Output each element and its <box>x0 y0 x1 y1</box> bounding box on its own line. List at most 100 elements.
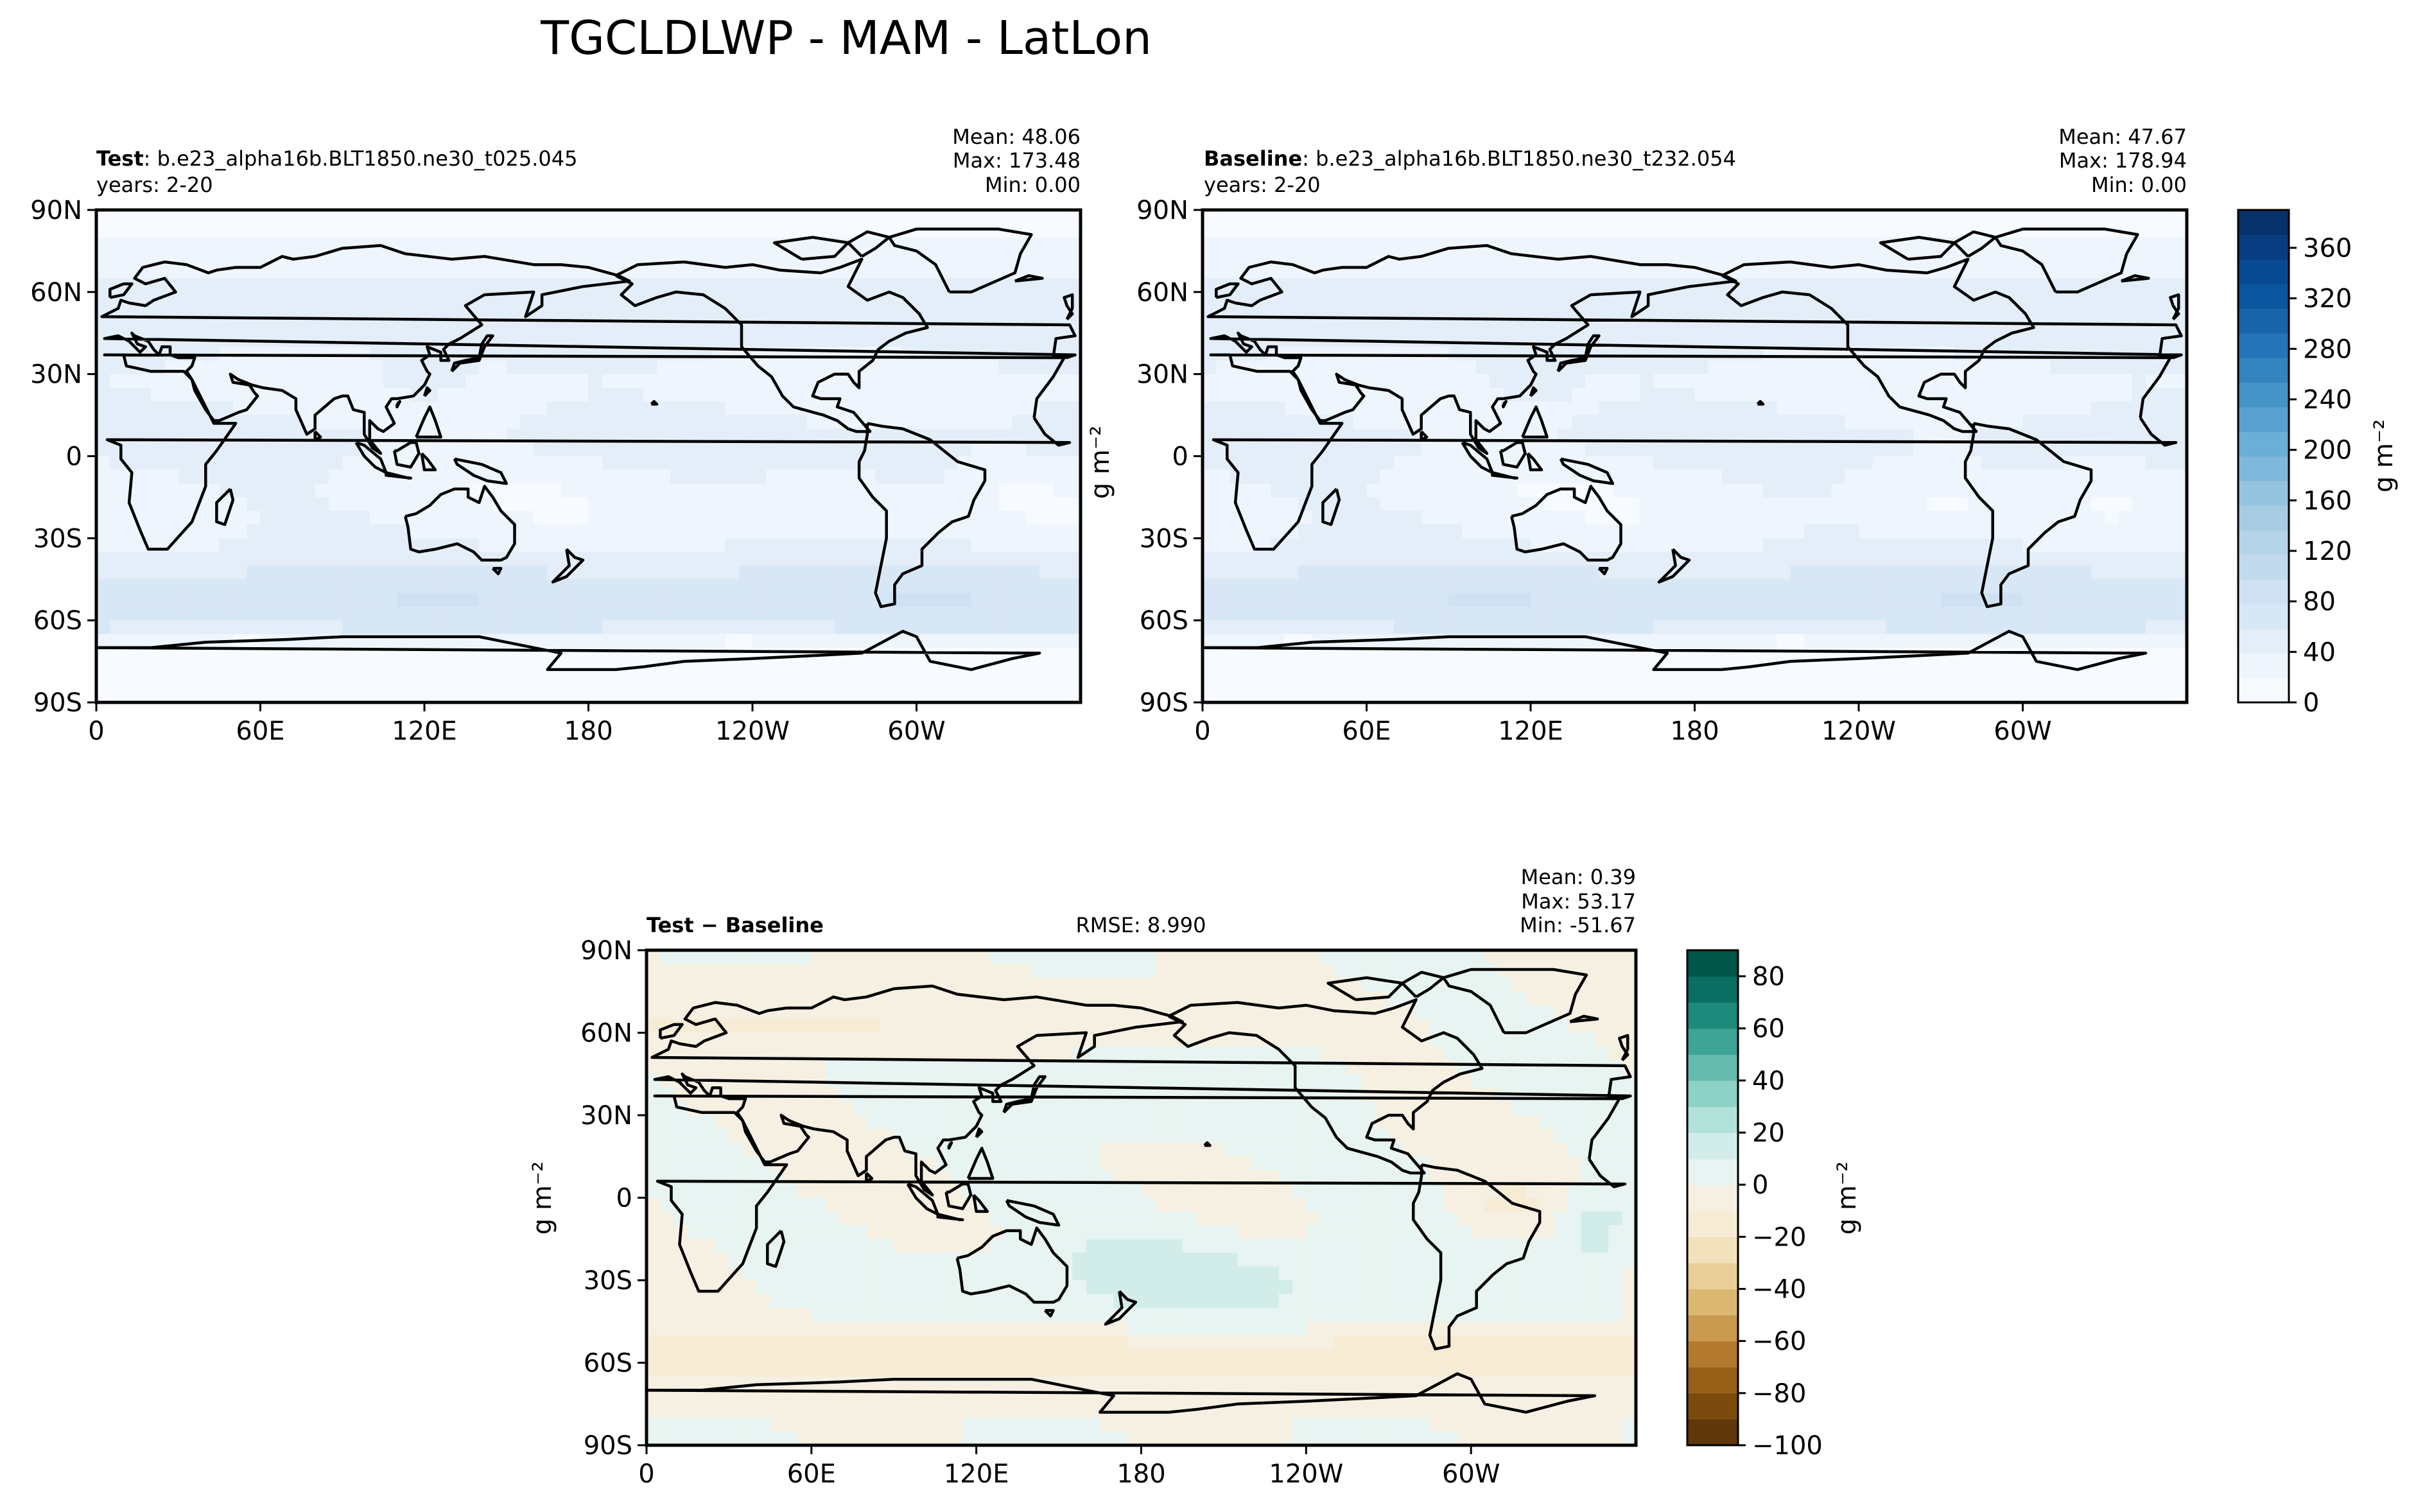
test-field-cell <box>779 538 794 553</box>
test-field-cell <box>916 497 931 512</box>
baseline-field-cell <box>1694 497 1709 512</box>
test-field-cell <box>492 237 507 252</box>
baseline-field-cell <box>1803 374 1818 388</box>
test-field-cell <box>438 497 453 512</box>
test-field-cell <box>643 538 657 553</box>
baseline-field-cell <box>2118 538 2133 553</box>
test-field-cell <box>1066 388 1081 402</box>
baseline-field-cell <box>1475 319 1490 334</box>
baseline-field-cell <box>1735 250 1750 265</box>
test-field-cell <box>957 319 972 334</box>
test-field-cell <box>821 428 835 443</box>
baseline-field-cell <box>2050 360 2065 375</box>
baseline-field-cell <box>1831 634 1846 648</box>
baseline-field-cell <box>1626 565 1640 580</box>
test-field-cell <box>506 223 521 238</box>
test-field-cell <box>438 661 453 676</box>
baseline-field-cell <box>2009 388 2024 402</box>
baseline-field-cell <box>1394 606 1409 621</box>
test-field-cell <box>260 278 275 293</box>
test-field-cell <box>930 552 944 566</box>
baseline-field-cell <box>1339 497 1353 512</box>
baseline-field-cell <box>2105 360 2119 375</box>
baseline-field-cell <box>2105 593 2119 607</box>
test-field-cell <box>725 469 740 484</box>
test-field-cell <box>1039 538 1054 553</box>
test-field-cell <box>971 510 986 525</box>
test-field-cell <box>588 347 603 361</box>
baseline-field-cell <box>2064 223 2078 238</box>
test-field-cell <box>738 675 753 690</box>
test-field-cell <box>862 469 876 484</box>
baseline-field-cell <box>2118 469 2133 484</box>
test-field-cell <box>834 688 849 702</box>
baseline-field-cell <box>1571 525 1586 539</box>
test-field-cell <box>96 525 110 539</box>
test-ytick-label: 0 <box>66 442 82 472</box>
test-field-cell <box>561 525 575 539</box>
baseline-field-cell <box>1203 620 1217 635</box>
baseline-field-cell <box>1818 510 1832 525</box>
test-field-cell <box>752 579 767 594</box>
baseline-field-cell <box>1490 579 1504 594</box>
baseline-field-cell <box>1954 347 1968 361</box>
baseline-field-cell <box>1995 620 2010 635</box>
baseline-field-cell <box>1216 620 1231 635</box>
test-field-cell <box>492 675 507 690</box>
baseline-field-cell <box>1790 223 1805 238</box>
baseline-field-cell <box>1271 210 1285 224</box>
test-field-cell <box>616 401 630 416</box>
test-field-cell <box>903 360 917 375</box>
test-field-cell <box>629 456 644 471</box>
test-field-cell <box>274 456 288 471</box>
test-field-cell <box>192 291 206 306</box>
baseline-field-cell <box>2022 565 2037 580</box>
test-field-cell <box>1053 278 1068 293</box>
baseline-field-cell <box>1517 647 1531 662</box>
baseline-field-cell <box>1845 237 1859 252</box>
baseline-field-cell <box>2091 442 2105 457</box>
test-field-cell <box>697 456 712 471</box>
test-field-cell <box>492 442 507 457</box>
test-field-cell <box>903 538 917 553</box>
test-field-cell <box>684 620 699 635</box>
baseline-field-cell <box>1872 388 1887 402</box>
baseline-field-cell <box>2064 579 2078 594</box>
baseline-field-cell <box>1981 579 1996 594</box>
test-field-cell <box>479 606 494 621</box>
baseline-field-cell <box>1735 306 1750 320</box>
test-field-cell <box>711 675 726 690</box>
baseline-field-cell <box>2036 291 2051 306</box>
baseline-field-cell <box>2009 593 2024 607</box>
baseline-field-cell <box>1490 278 1504 293</box>
test-field-cell <box>451 306 466 320</box>
baseline-field-cell <box>1886 333 1900 347</box>
test-field-cell <box>575 620 589 635</box>
baseline-field-cell <box>1407 593 1422 607</box>
test-field-cell <box>697 483 712 498</box>
test-field-cell <box>178 388 193 402</box>
baseline-field-cell <box>2036 319 2051 334</box>
test-field-cell <box>369 620 384 635</box>
baseline-field-cell <box>1585 319 1600 334</box>
baseline-field-cell <box>1667 319 1682 334</box>
baseline-field-cell <box>1490 593 1504 607</box>
baseline-field-cell <box>1708 469 1723 484</box>
baseline-field-cell <box>1216 593 1231 607</box>
test-field-cell <box>151 483 166 498</box>
test-field-cell <box>916 688 931 702</box>
test-field-cell <box>397 291 412 306</box>
baseline-field-cell <box>2022 374 2037 388</box>
baseline-field-cell <box>2159 593 2174 607</box>
baseline-field-cell <box>1667 579 1682 594</box>
test-field-cell <box>725 510 740 525</box>
test-field-cell <box>329 483 343 498</box>
test-field-cell <box>711 223 726 238</box>
test-field-cell <box>288 620 302 635</box>
test-field-cell <box>807 552 822 566</box>
baseline-field-cell <box>1626 593 1640 607</box>
test-field-cell <box>506 306 521 320</box>
baseline-field-cell <box>1749 237 1764 252</box>
baseline-field-cell <box>1681 237 1696 252</box>
baseline-field-cell <box>1325 538 1340 553</box>
